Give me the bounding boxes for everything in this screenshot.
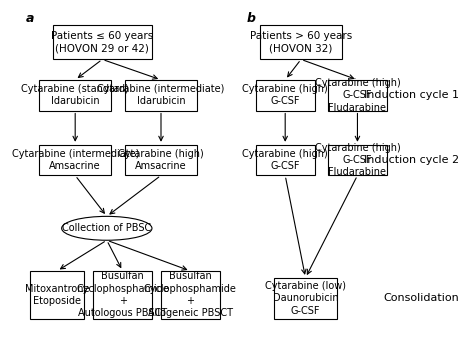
Text: a: a — [26, 12, 34, 25]
Text: Cytarabine (standard)
Idarubicin: Cytarabine (standard) Idarubicin — [21, 84, 129, 106]
Text: Cytarabine (intermediate)
Idarubicin: Cytarabine (intermediate) Idarubicin — [97, 84, 225, 106]
FancyBboxPatch shape — [53, 25, 152, 60]
FancyBboxPatch shape — [260, 25, 342, 60]
FancyBboxPatch shape — [256, 80, 315, 110]
Text: b: b — [247, 12, 256, 25]
Text: Busulfan
Cyclophosphamide
+
Autologous PBSCT: Busulfan Cyclophosphamide + Autologous P… — [76, 271, 169, 319]
Text: Cytarabine (low)
Daunorubicin
G-CSF: Cytarabine (low) Daunorubicin G-CSF — [265, 281, 346, 316]
FancyBboxPatch shape — [30, 271, 84, 319]
Text: Cytarabine (high)
G-CSF
Fludarabine: Cytarabine (high) G-CSF Fludarabine — [315, 143, 401, 178]
Text: Cytarabine (high)
G-CSF
Fludarabine: Cytarabine (high) G-CSF Fludarabine — [315, 78, 401, 112]
FancyBboxPatch shape — [125, 145, 197, 175]
FancyBboxPatch shape — [328, 145, 387, 175]
Ellipse shape — [62, 216, 152, 240]
FancyBboxPatch shape — [39, 145, 111, 175]
FancyBboxPatch shape — [161, 271, 220, 319]
FancyBboxPatch shape — [93, 271, 152, 319]
Text: Patients > 60 years
(HOVON 32): Patients > 60 years (HOVON 32) — [250, 31, 352, 54]
Text: Cytarabine (high)
Amsacrine: Cytarabine (high) Amsacrine — [118, 149, 204, 171]
FancyBboxPatch shape — [125, 80, 197, 110]
Text: Cytarabine (intermediate)
Amsacrine: Cytarabine (intermediate) Amsacrine — [11, 149, 139, 171]
Text: Induction cycle 2: Induction cycle 2 — [364, 155, 459, 165]
FancyBboxPatch shape — [328, 80, 387, 110]
Text: Collection of PBSC: Collection of PBSC — [62, 223, 151, 233]
Text: Patients ≤ 60 years
(HOVON 29 or 42): Patients ≤ 60 years (HOVON 29 or 42) — [51, 31, 154, 54]
Text: Induction cycle 1: Induction cycle 1 — [364, 90, 459, 100]
FancyBboxPatch shape — [39, 80, 111, 110]
Text: Cytarabine (high)
G-CSF: Cytarabine (high) G-CSF — [242, 149, 328, 171]
FancyBboxPatch shape — [256, 145, 315, 175]
Text: Mitoxantrone
Etoposide: Mitoxantrone Etoposide — [25, 284, 90, 306]
Text: Busulfan
Cyclophosphamide
+
Allogeneic PBSCT: Busulfan Cyclophosphamide + Allogeneic P… — [144, 271, 237, 319]
Text: Cytarabine (high)
G-CSF: Cytarabine (high) G-CSF — [242, 84, 328, 106]
FancyBboxPatch shape — [274, 278, 337, 319]
Text: Consolidation: Consolidation — [383, 293, 459, 303]
